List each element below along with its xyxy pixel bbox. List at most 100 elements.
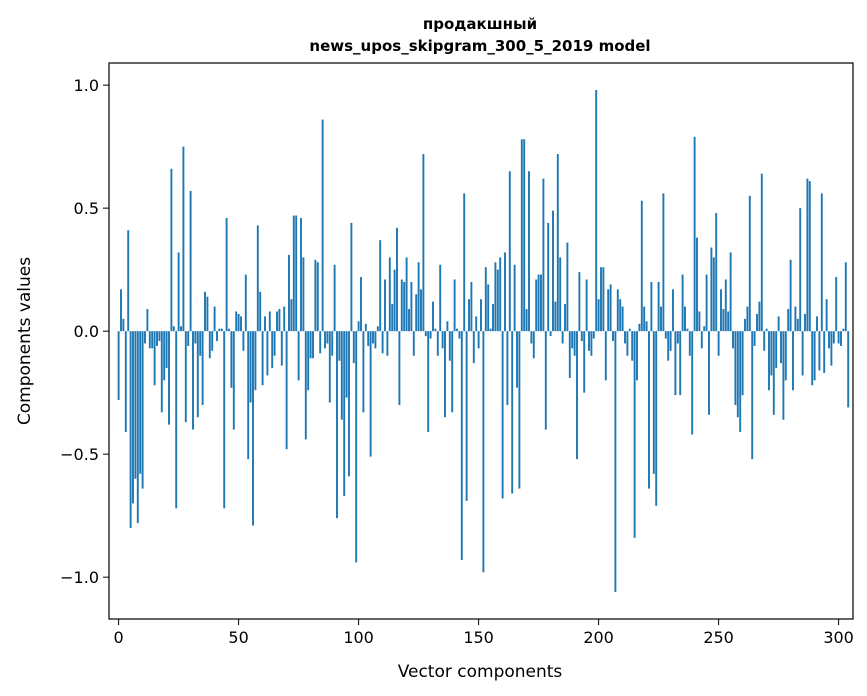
bar-87 [326, 331, 329, 344]
bar-268 [760, 173, 763, 332]
bar-234 [679, 331, 682, 396]
bar-63 [268, 311, 271, 332]
bar-9 [139, 331, 142, 474]
bar-248 [712, 257, 715, 332]
bar-89 [331, 331, 334, 356]
bar-64 [271, 331, 274, 369]
bar-217 [638, 323, 641, 332]
bar-202 [602, 267, 605, 332]
bar-168 [520, 139, 523, 332]
bar-137 [446, 321, 449, 332]
bar-145 [465, 331, 468, 501]
bar-188 [568, 331, 571, 378]
bar-227 [662, 193, 665, 332]
bar-0 [117, 331, 120, 401]
x-tick-label: 50 [228, 628, 248, 647]
chart-title-line-2: news_upos_skipgram_300_5_2019 model [309, 37, 650, 55]
bar-127 [422, 154, 425, 332]
bar-181 [552, 210, 554, 332]
bar-295 [825, 299, 828, 332]
bar-52 [242, 331, 245, 351]
bar-100 [357, 321, 360, 332]
bar-69 [283, 306, 286, 332]
bar-193 [580, 331, 583, 341]
bar-187 [566, 242, 569, 332]
bar-302 [842, 328, 845, 332]
bar-143 [460, 331, 463, 560]
bar-265 [753, 331, 756, 346]
bar-144 [463, 193, 466, 332]
bar-18 [160, 331, 163, 413]
bar-115 [393, 269, 396, 332]
bar-270 [765, 328, 768, 332]
bar-22 [170, 168, 173, 332]
bar-244 [703, 326, 706, 332]
bar-294 [823, 331, 826, 373]
bar-95 [345, 331, 348, 398]
bar-200 [597, 299, 600, 332]
bar-178 [544, 331, 547, 430]
bar-84 [319, 331, 322, 354]
bar-289 [811, 331, 814, 386]
y-tick-label: −0.5 [60, 445, 99, 464]
bar-105 [369, 331, 372, 457]
bar-165 [513, 264, 516, 332]
bar-252 [722, 309, 725, 332]
bar-136 [444, 331, 446, 418]
bar-257 [734, 331, 737, 405]
bar-86 [324, 331, 326, 349]
bar-96 [348, 331, 350, 477]
bar-60 [261, 331, 264, 386]
bar-13 [148, 331, 151, 349]
x-tick-label: 250 [703, 628, 734, 647]
bar-291 [816, 316, 818, 332]
bar-97 [350, 222, 353, 332]
bar-246 [708, 331, 710, 415]
bar-130 [429, 331, 432, 339]
bar-45 [225, 217, 228, 332]
bar-28 [184, 331, 187, 423]
bar-70 [285, 331, 288, 450]
bar-216 [636, 331, 638, 381]
bar-259 [739, 331, 742, 433]
bar-237 [686, 328, 689, 332]
bar-146 [468, 299, 470, 332]
bar-148 [472, 331, 475, 364]
bar-33 [196, 331, 199, 418]
x-tick-label: 200 [583, 628, 614, 647]
bar-133 [436, 331, 439, 356]
bar-300 [837, 331, 840, 344]
bar-138 [448, 331, 451, 361]
bar-31 [192, 331, 194, 430]
bar-147 [470, 281, 473, 332]
bar-98 [352, 331, 355, 364]
bar-278 [784, 331, 787, 381]
bar-221 [648, 331, 650, 489]
bar-75 [297, 331, 300, 381]
y-tick-label: 0.0 [74, 322, 99, 341]
bar-158 [496, 269, 499, 332]
bar-152 [482, 331, 485, 573]
bar-184 [559, 257, 562, 332]
bar-298 [832, 331, 835, 344]
bar-301 [840, 331, 842, 346]
bar-159 [499, 257, 502, 332]
bar-50 [237, 313, 240, 332]
bar-74 [295, 215, 298, 332]
bar-104 [367, 331, 370, 346]
bar-154 [487, 284, 490, 332]
bar-272 [770, 331, 773, 376]
bar-191 [576, 331, 578, 460]
bar-273 [772, 331, 775, 415]
bar-128 [424, 331, 427, 337]
bar-32 [194, 331, 197, 344]
x-axis-ticks: 0 50 100 150 200 250 300 [114, 619, 854, 647]
bar-94 [343, 331, 346, 496]
bar-219 [643, 306, 646, 332]
bar-247 [710, 247, 713, 332]
bar-215 [633, 331, 636, 538]
bar-140 [453, 279, 456, 332]
bar-47 [230, 331, 233, 388]
bar-242 [698, 311, 701, 332]
